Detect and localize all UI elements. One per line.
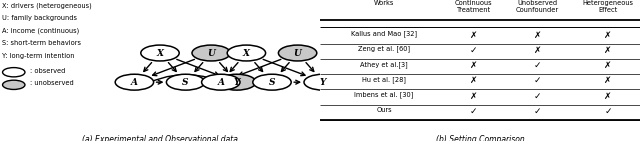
- Text: Imbens et al. [30]: Imbens et al. [30]: [355, 92, 413, 98]
- Text: ✗: ✗: [470, 30, 477, 39]
- Text: X: X: [157, 49, 163, 58]
- Circle shape: [3, 68, 25, 77]
- Text: ✗: ✗: [534, 46, 541, 55]
- Text: ✓: ✓: [534, 76, 541, 85]
- Text: A: A: [218, 78, 224, 87]
- Text: Continuous
Treatment: Continuous Treatment: [455, 0, 492, 14]
- Text: Y: Y: [320, 78, 326, 87]
- Text: : unobserved: : unobserved: [31, 80, 74, 86]
- Text: Works: Works: [374, 0, 394, 6]
- Circle shape: [278, 45, 317, 61]
- Text: ✗: ✗: [470, 92, 477, 100]
- Circle shape: [253, 74, 291, 90]
- Circle shape: [202, 74, 240, 90]
- Text: ✓: ✓: [534, 107, 541, 116]
- Text: ✗: ✗: [604, 76, 612, 85]
- Text: ✓: ✓: [534, 92, 541, 100]
- Text: ✗: ✗: [604, 46, 612, 55]
- Text: Heterogeneous
Effect: Heterogeneous Effect: [582, 0, 634, 14]
- Text: Ours: Ours: [376, 107, 392, 113]
- Text: ✗: ✗: [470, 61, 477, 70]
- Text: U: U: [207, 49, 215, 58]
- Circle shape: [218, 74, 256, 90]
- Text: S: S: [182, 78, 189, 87]
- Text: (a) Experimental and Observational data: (a) Experimental and Observational data: [82, 135, 238, 141]
- Text: Athey et al.[3]: Athey et al.[3]: [360, 61, 408, 68]
- Text: Kallus and Mao [32]: Kallus and Mao [32]: [351, 30, 417, 37]
- Text: Y: Y: [234, 78, 240, 87]
- Text: ✓: ✓: [604, 107, 612, 116]
- Text: Hu et al. [28]: Hu et al. [28]: [362, 76, 406, 83]
- Text: ✗: ✗: [604, 61, 612, 70]
- Text: Unobserved
Counfounder: Unobserved Counfounder: [516, 0, 559, 14]
- Circle shape: [227, 45, 266, 61]
- Text: : observed: : observed: [31, 68, 66, 74]
- Text: S: S: [269, 78, 275, 87]
- Text: ✗: ✗: [534, 30, 541, 39]
- Text: X: X: [243, 49, 250, 58]
- Text: (b) Setting Comparison: (b) Setting Comparison: [436, 135, 524, 141]
- Circle shape: [115, 74, 154, 90]
- Text: ✓: ✓: [470, 46, 477, 55]
- Circle shape: [141, 45, 179, 61]
- Text: Zeng et al. [60]: Zeng et al. [60]: [358, 46, 410, 52]
- Text: ✓: ✓: [470, 107, 477, 116]
- Text: U: U: [294, 49, 301, 58]
- Circle shape: [166, 74, 205, 90]
- Circle shape: [192, 45, 230, 61]
- Text: ✓: ✓: [534, 61, 541, 70]
- Text: ✗: ✗: [604, 92, 612, 100]
- Text: A: income (continuous): A: income (continuous): [2, 28, 79, 34]
- Text: Y: long-term intention: Y: long-term intention: [2, 53, 74, 59]
- Text: U: family backgrounds: U: family backgrounds: [2, 15, 77, 21]
- Text: S: short-term behaviors: S: short-term behaviors: [2, 40, 81, 46]
- Text: ✗: ✗: [604, 30, 612, 39]
- Circle shape: [304, 74, 342, 90]
- Text: X: drivers (heterogeneous): X: drivers (heterogeneous): [2, 3, 92, 9]
- Circle shape: [3, 80, 25, 90]
- Text: ✗: ✗: [470, 76, 477, 85]
- Text: A: A: [131, 78, 138, 87]
